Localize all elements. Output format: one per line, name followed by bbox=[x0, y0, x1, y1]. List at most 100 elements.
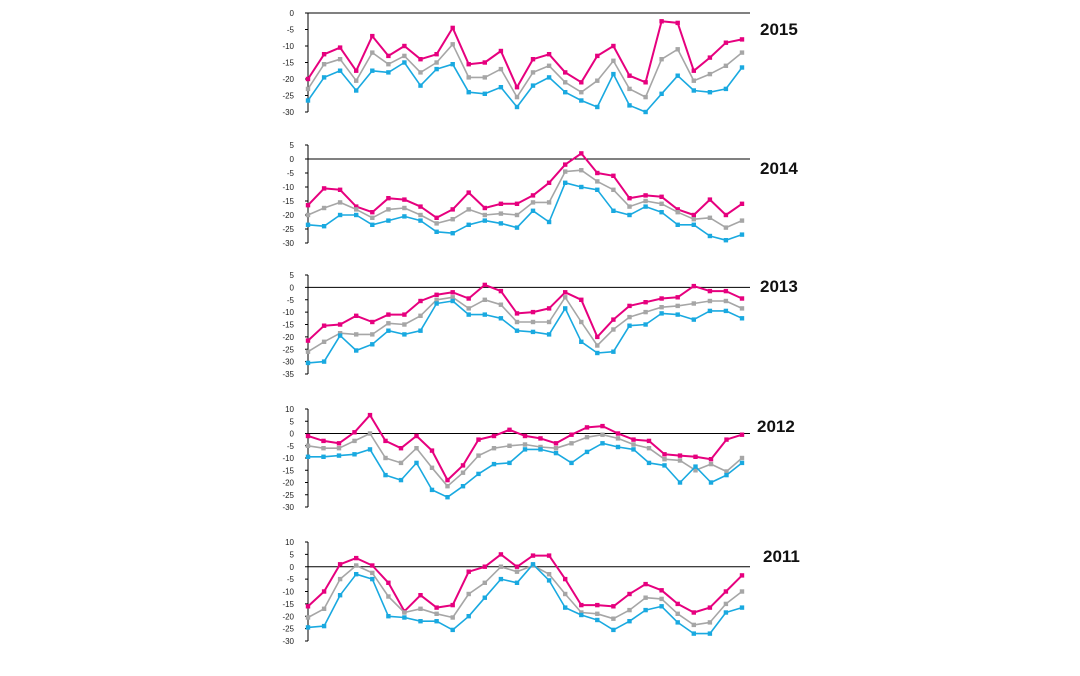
data-point-magenta bbox=[530, 193, 536, 198]
data-point-blue bbox=[336, 453, 342, 458]
data-point-gray bbox=[466, 591, 471, 597]
data-point-blue bbox=[354, 572, 359, 577]
data-point-magenta bbox=[600, 423, 605, 429]
data-point-magenta bbox=[450, 207, 455, 212]
data-point-blue bbox=[569, 460, 574, 466]
data-point-gray bbox=[514, 319, 520, 325]
data-point-magenta bbox=[595, 170, 600, 176]
data-point-blue bbox=[693, 464, 698, 469]
data-point-gray bbox=[739, 455, 745, 461]
data-point-blue bbox=[450, 298, 455, 304]
data-point-gray bbox=[482, 75, 487, 80]
data-point-magenta bbox=[514, 201, 520, 206]
y-tick-label: 5 bbox=[290, 271, 295, 280]
data-point-blue bbox=[498, 85, 504, 90]
data-point-magenta bbox=[675, 601, 680, 607]
data-point-blue bbox=[337, 68, 343, 73]
y-tick-label: 5 bbox=[290, 141, 295, 150]
data-point-magenta bbox=[482, 205, 487, 211]
data-point-magenta bbox=[398, 446, 404, 451]
y-tick-label: -15 bbox=[282, 600, 294, 609]
data-point-magenta bbox=[530, 57, 536, 62]
data-point-gray bbox=[305, 615, 311, 620]
data-point-gray bbox=[434, 60, 439, 65]
data-point-blue bbox=[305, 360, 311, 366]
data-point-gray bbox=[450, 42, 455, 47]
series-line-magenta bbox=[307, 553, 743, 614]
data-point-blue bbox=[450, 231, 455, 236]
y-tick-label: -25 bbox=[282, 345, 294, 354]
y-tick-label: 0 bbox=[290, 283, 295, 292]
data-point-gray bbox=[707, 215, 713, 220]
data-point-magenta bbox=[553, 441, 559, 446]
data-point-gray bbox=[595, 343, 600, 348]
y-tick-label: 5 bbox=[290, 417, 295, 426]
data-point-gray bbox=[450, 217, 455, 222]
data-point-magenta bbox=[675, 207, 680, 212]
data-point-gray bbox=[305, 212, 311, 218]
data-point-blue bbox=[337, 593, 343, 598]
data-point-gray bbox=[723, 63, 729, 68]
data-point-magenta bbox=[466, 62, 471, 67]
data-point-gray bbox=[530, 200, 536, 205]
data-point-blue bbox=[659, 311, 664, 316]
data-point-magenta bbox=[337, 322, 343, 327]
data-point-gray bbox=[418, 212, 423, 218]
data-point-blue bbox=[627, 323, 632, 328]
data-point-magenta bbox=[615, 431, 621, 436]
data-point-magenta bbox=[563, 290, 568, 295]
data-point-gray bbox=[627, 204, 632, 209]
data-point-blue bbox=[337, 333, 343, 338]
data-point-gray bbox=[398, 460, 404, 466]
data-point-blue bbox=[546, 219, 552, 225]
data-point-blue bbox=[402, 615, 407, 620]
data-point-gray bbox=[466, 207, 471, 212]
data-point-blue bbox=[579, 98, 584, 103]
data-point-magenta bbox=[739, 432, 745, 437]
series-line-magenta bbox=[307, 283, 743, 342]
data-point-gray bbox=[386, 62, 391, 67]
data-point-magenta bbox=[579, 297, 584, 302]
data-point-gray bbox=[723, 601, 729, 607]
data-point-blue bbox=[675, 73, 680, 78]
data-point-gray bbox=[450, 615, 455, 620]
data-point-gray bbox=[707, 71, 713, 77]
y-tick-label: 10 bbox=[285, 405, 294, 414]
data-point-blue bbox=[739, 232, 745, 237]
data-point-gray bbox=[675, 210, 680, 215]
data-point-magenta bbox=[414, 433, 419, 439]
data-point-blue bbox=[611, 627, 616, 633]
y-tick-label: -10 bbox=[282, 454, 294, 463]
data-point-magenta bbox=[691, 212, 696, 218]
data-point-magenta bbox=[418, 298, 423, 304]
data-point-gray bbox=[482, 297, 487, 302]
data-point-magenta bbox=[538, 436, 543, 441]
data-point-gray bbox=[691, 301, 696, 306]
data-point-gray bbox=[514, 569, 520, 574]
data-point-magenta bbox=[367, 412, 373, 418]
data-point-gray bbox=[402, 205, 407, 211]
data-point-blue bbox=[723, 238, 729, 243]
data-point-blue bbox=[615, 444, 621, 450]
data-point-gray bbox=[460, 470, 466, 475]
data-point-blue bbox=[707, 631, 713, 636]
data-point-blue bbox=[724, 472, 729, 478]
data-point-gray bbox=[708, 461, 714, 467]
data-point-gray bbox=[563, 591, 568, 597]
data-point-magenta bbox=[691, 610, 696, 615]
y-tick-label: -15 bbox=[282, 59, 294, 68]
data-point-gray bbox=[434, 611, 439, 616]
data-point-magenta bbox=[450, 25, 455, 31]
data-point-gray bbox=[584, 435, 590, 440]
data-point-magenta bbox=[563, 70, 568, 75]
data-point-blue bbox=[321, 359, 327, 364]
panel-2013: 2013 5 0 -5 -10 -15 -20 -25 -30 -35 bbox=[282, 271, 797, 379]
data-point-magenta bbox=[595, 334, 600, 340]
data-point-gray bbox=[466, 306, 471, 311]
data-point-magenta bbox=[546, 553, 552, 558]
y-tick-label: -5 bbox=[287, 575, 295, 584]
data-point-blue bbox=[611, 349, 616, 354]
data-point-blue bbox=[402, 332, 407, 337]
data-point-gray bbox=[691, 78, 696, 83]
data-point-gray bbox=[627, 314, 632, 320]
